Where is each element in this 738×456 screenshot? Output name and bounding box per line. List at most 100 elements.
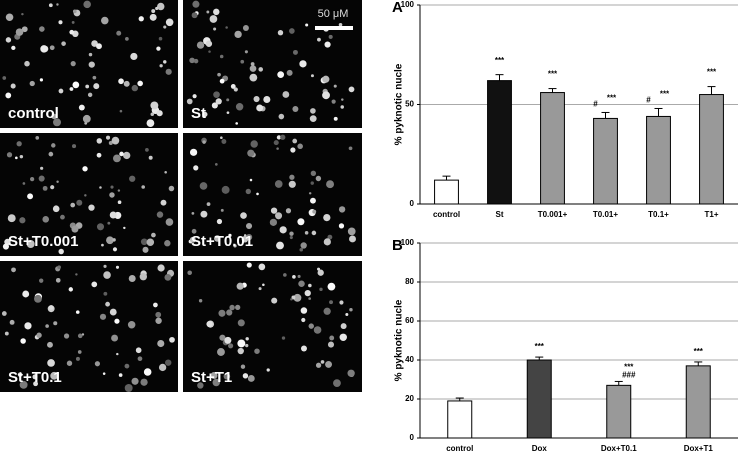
nucleus bbox=[297, 274, 301, 278]
nucleus bbox=[327, 341, 335, 348]
nucleus bbox=[340, 323, 347, 330]
nucleus bbox=[19, 154, 24, 159]
nucleus bbox=[27, 193, 34, 200]
nucleus bbox=[76, 199, 83, 206]
nucleus bbox=[253, 95, 260, 103]
bar bbox=[447, 400, 473, 439]
nucleus bbox=[35, 136, 40, 140]
nucleus bbox=[103, 264, 107, 268]
nucleus bbox=[277, 71, 285, 78]
nucleus bbox=[324, 41, 331, 48]
nucleus bbox=[71, 225, 79, 233]
nucleus bbox=[189, 148, 198, 156]
y-tick-label: 50 bbox=[405, 100, 414, 109]
y-tick-label: 20 bbox=[405, 394, 414, 403]
nucleus bbox=[11, 45, 16, 51]
nucleus bbox=[91, 281, 98, 288]
nucleus bbox=[196, 41, 205, 49]
scale-bar bbox=[315, 26, 353, 30]
nucleus bbox=[150, 112, 155, 116]
nucleus bbox=[116, 352, 119, 356]
y-axis-label: % pyknotic nucle bbox=[394, 299, 405, 381]
x-tick-label: T0.001+ bbox=[538, 210, 568, 219]
nucleus bbox=[235, 103, 244, 111]
nucleus bbox=[230, 83, 236, 89]
nucleus bbox=[209, 15, 218, 23]
nucleus bbox=[223, 372, 231, 380]
nucleus bbox=[165, 18, 174, 27]
nucleus bbox=[193, 165, 199, 171]
nucleus bbox=[240, 364, 246, 369]
significance-label: *** bbox=[495, 56, 505, 65]
nucleus bbox=[245, 222, 253, 230]
y-tick-label: 80 bbox=[405, 277, 414, 286]
nucleus bbox=[88, 52, 93, 57]
nucleus bbox=[77, 350, 82, 354]
nucleus bbox=[55, 277, 61, 283]
nucleus bbox=[292, 138, 298, 144]
nucleus bbox=[310, 181, 314, 185]
nucleus bbox=[10, 83, 16, 89]
nucleus bbox=[96, 43, 102, 50]
nucleus bbox=[304, 289, 311, 297]
nucleus bbox=[313, 326, 322, 334]
x-tick-label: Dox+T1 bbox=[684, 444, 714, 453]
nucleus bbox=[317, 269, 324, 276]
nucleus bbox=[49, 45, 55, 51]
nucleus bbox=[24, 322, 32, 330]
nucleus bbox=[9, 319, 15, 325]
nucleus bbox=[288, 180, 296, 188]
nucleus bbox=[297, 218, 305, 226]
nucleus bbox=[91, 40, 98, 47]
nucleus bbox=[262, 283, 265, 286]
nucleus bbox=[2, 243, 9, 250]
nucleus bbox=[101, 243, 104, 247]
nucleus bbox=[15, 28, 24, 36]
nucleus bbox=[157, 339, 165, 348]
nucleus bbox=[109, 308, 117, 316]
nucleus bbox=[32, 374, 38, 380]
nucleus bbox=[348, 86, 355, 93]
nucleus bbox=[11, 267, 16, 273]
nucleus bbox=[191, 212, 195, 215]
nucleus bbox=[39, 78, 44, 82]
nucleus bbox=[5, 92, 12, 99]
nucleus bbox=[245, 337, 249, 341]
nucleus bbox=[114, 318, 120, 324]
nucleus bbox=[246, 262, 252, 268]
significance-label: *** bbox=[707, 68, 717, 77]
nucleus bbox=[66, 360, 73, 366]
nucleus bbox=[328, 34, 333, 39]
nucleus bbox=[310, 170, 317, 176]
nucleus bbox=[143, 368, 152, 376]
nucleus bbox=[39, 26, 45, 32]
nucleus bbox=[215, 98, 222, 105]
nucleus bbox=[242, 25, 249, 32]
nucleus bbox=[106, 236, 114, 245]
nucleus bbox=[69, 29, 75, 35]
nucleus bbox=[186, 98, 193, 105]
nucleus bbox=[214, 163, 218, 166]
nucleus bbox=[347, 369, 355, 377]
nucleus bbox=[292, 275, 296, 279]
micrograph-label: control bbox=[8, 105, 59, 122]
bar bbox=[593, 117, 618, 205]
nucleus bbox=[199, 182, 208, 190]
nucleus bbox=[285, 208, 292, 214]
nucleus bbox=[234, 30, 242, 39]
nucleus bbox=[293, 293, 302, 302]
nucleus bbox=[197, 382, 204, 389]
nucleus bbox=[266, 368, 270, 372]
nucleus bbox=[101, 16, 109, 25]
nucleus bbox=[224, 336, 232, 344]
bar bbox=[540, 92, 565, 205]
nucleus bbox=[258, 263, 266, 271]
nucleus bbox=[131, 377, 139, 385]
nucleus bbox=[129, 175, 136, 182]
nucleus bbox=[213, 27, 217, 31]
nucleus bbox=[247, 149, 255, 157]
nucleus bbox=[105, 135, 111, 140]
nucleus bbox=[169, 336, 175, 343]
nucleus bbox=[281, 336, 286, 340]
nucleus bbox=[123, 80, 130, 87]
